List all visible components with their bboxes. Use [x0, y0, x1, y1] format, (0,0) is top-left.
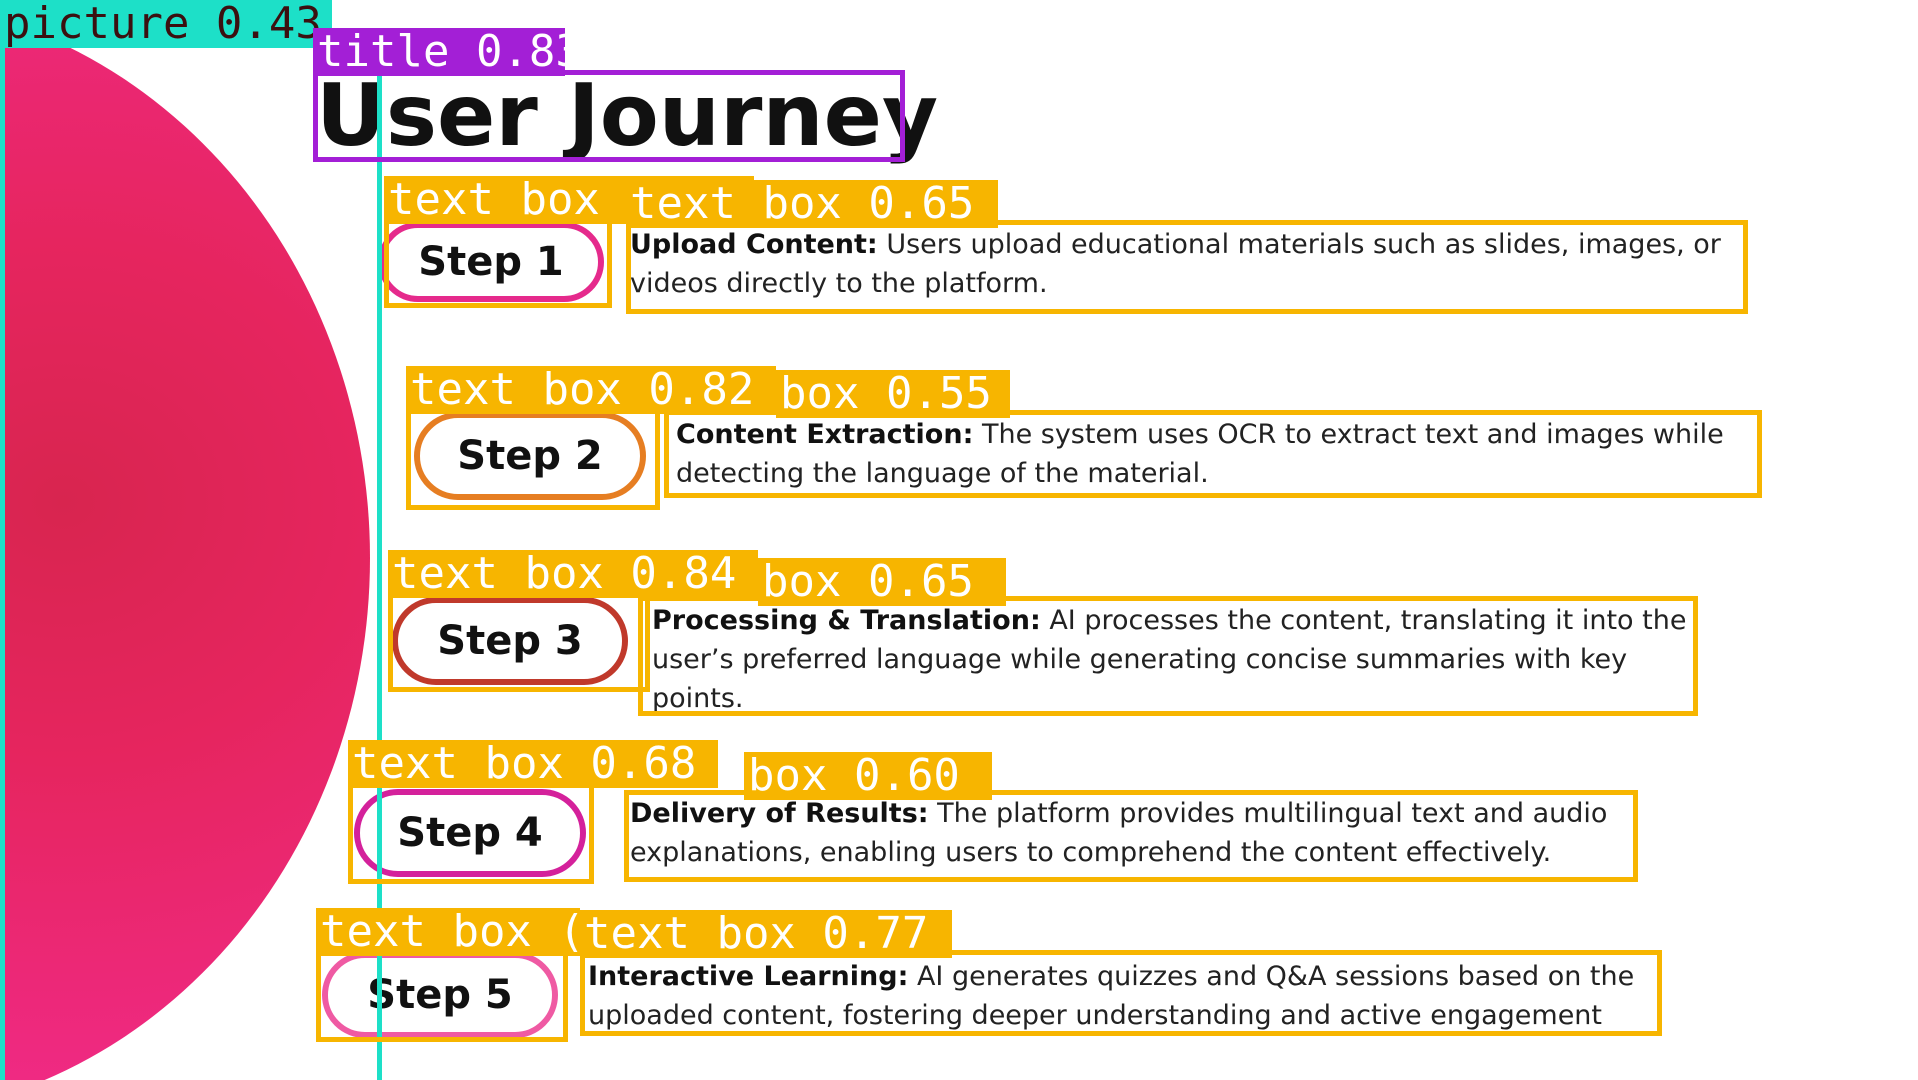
step-1-heading: Upload Content: — [630, 229, 878, 260]
step-4-pill: Step 4 — [354, 789, 586, 877]
overlay-step-5-pill-tag: text box ( — [316, 908, 580, 956]
overlay-step-3-desc-tag: box 0.65 — [758, 558, 1006, 606]
overlay-step-5-desc-tag: text box 0.77 — [580, 910, 952, 958]
overlay-step-1-desc-tag: text box 0.65 — [626, 180, 998, 228]
overlay-step-4-desc-tag: box 0.60 — [744, 752, 992, 800]
overlay-title-tag: title 0.83 — [313, 28, 565, 76]
overlay-step-4-pill-tag: text box 0.68 — [348, 740, 718, 788]
pink-disc-shape — [0, 38, 370, 1080]
step-5-pill: Step 5 — [322, 952, 558, 1038]
step-3-pill: Step 3 — [392, 597, 628, 685]
step-1-text: Users upload educational materials such … — [630, 229, 1721, 299]
step-4-heading: Delivery of Results: — [630, 798, 929, 829]
step-2-heading: Content Extraction: — [676, 419, 974, 450]
overlay-picture-tag: picture 0.43 — [0, 0, 332, 48]
step-2-pill: Step 2 — [414, 412, 646, 500]
step-4-text: The platform provides multilingual text … — [630, 798, 1608, 868]
step-2-text: The system uses OCR to extract text and … — [676, 419, 1724, 489]
overlay-step-2-pill-tag: text box 0.82 — [406, 366, 776, 414]
overlay-step-3-pill-tag: text box 0.84 — [388, 550, 758, 598]
step-2-description: Content Extraction: The system uses OCR … — [676, 415, 1756, 493]
step-5-heading: Interactive Learning: — [588, 961, 909, 992]
step-3-heading: Processing & Translation: — [652, 605, 1041, 636]
step-1-pill: Step 1 — [378, 222, 604, 302]
decorative-pink-disc — [0, 38, 380, 1080]
step-1-description: Upload Content: Users upload educational… — [630, 225, 1745, 303]
page-title: User Journey — [316, 66, 939, 166]
step-3-description: Processing & Translation: AI processes t… — [652, 601, 1702, 718]
step-5-text: AI generates quizzes and Q&A sessions ba… — [588, 961, 1635, 1031]
overlay-step-2-desc-tag: box 0.55 — [776, 370, 1010, 418]
step-3-text: AI processes the content, translating it… — [652, 605, 1687, 714]
step-5-description: Interactive Learning: AI generates quizz… — [588, 957, 1668, 1035]
step-4-description: Delivery of Results: The platform provid… — [630, 794, 1640, 872]
